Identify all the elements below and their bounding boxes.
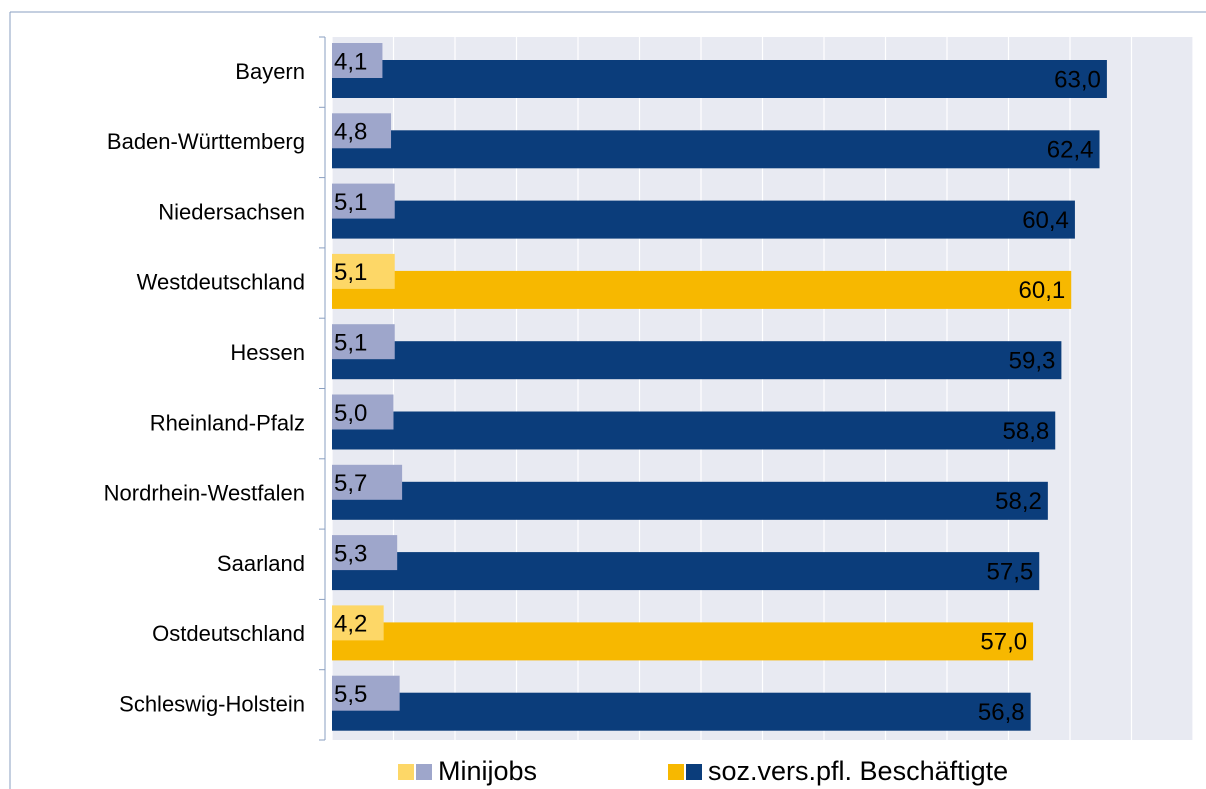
value-label: 5,1 [334,189,367,216]
y-tick-label: Nordrhein-Westfalen [104,481,305,506]
bar [332,605,384,641]
bar [332,341,1062,380]
bar [332,270,1072,309]
bar [332,183,395,219]
value-label: 5,1 [334,259,367,286]
bar [332,411,1056,450]
y-tick-label: Baden-Württemberg [107,129,305,154]
bar [332,481,1048,520]
bar [332,692,1031,731]
y-tick-label: Saarland [217,551,305,576]
value-label: 4,1 [334,48,367,75]
bar [332,113,392,149]
value-label: 5,1 [334,330,367,357]
bar [332,43,383,78]
legend-label: soz.vers.pfl. Beschäftigte [708,756,1008,786]
value-label: 59,3 [1009,348,1056,375]
bar [332,200,1075,239]
legend-label: Minijobs [438,756,537,786]
value-label: 63,0 [1054,66,1101,93]
bar [332,130,1100,169]
bar [332,464,403,500]
value-label: 57,5 [987,558,1034,585]
bar [332,324,395,360]
value-label: 5,0 [334,400,367,427]
value-label: 5,5 [334,681,367,708]
value-label: 62,4 [1047,137,1094,164]
legend-swatch [686,764,702,780]
value-label: 5,3 [334,540,367,567]
y-tick-label: Hessen [230,340,305,365]
bar [332,622,1034,661]
bar [332,394,394,430]
value-label: 56,8 [978,699,1025,726]
value-label: 57,0 [980,629,1027,656]
value-label: 58,8 [1003,418,1050,445]
y-tick-label: Niedersachsen [158,199,305,224]
value-label: 58,2 [995,488,1042,515]
legend-swatch [416,764,432,780]
y-tick-label: Westdeutschland [137,270,305,295]
value-label: 4,8 [334,119,367,146]
y-tick-label: Ostdeutschland [152,621,305,646]
value-label: 5,7 [334,470,367,497]
bar [332,535,398,571]
y-tick-label: Bayern [235,59,305,84]
bar [332,253,395,289]
legend-swatch [398,764,414,780]
bar [332,60,1107,98]
bar [332,675,400,711]
value-label: 4,2 [334,611,367,638]
y-tick-label: Rheinland-Pfalz [150,410,305,435]
value-label: 60,4 [1022,207,1069,234]
value-label: 60,1 [1019,277,1066,304]
y-tick-label: Schleswig-Holstein [119,692,305,717]
bar [332,552,1040,591]
legend-swatch [668,764,684,780]
